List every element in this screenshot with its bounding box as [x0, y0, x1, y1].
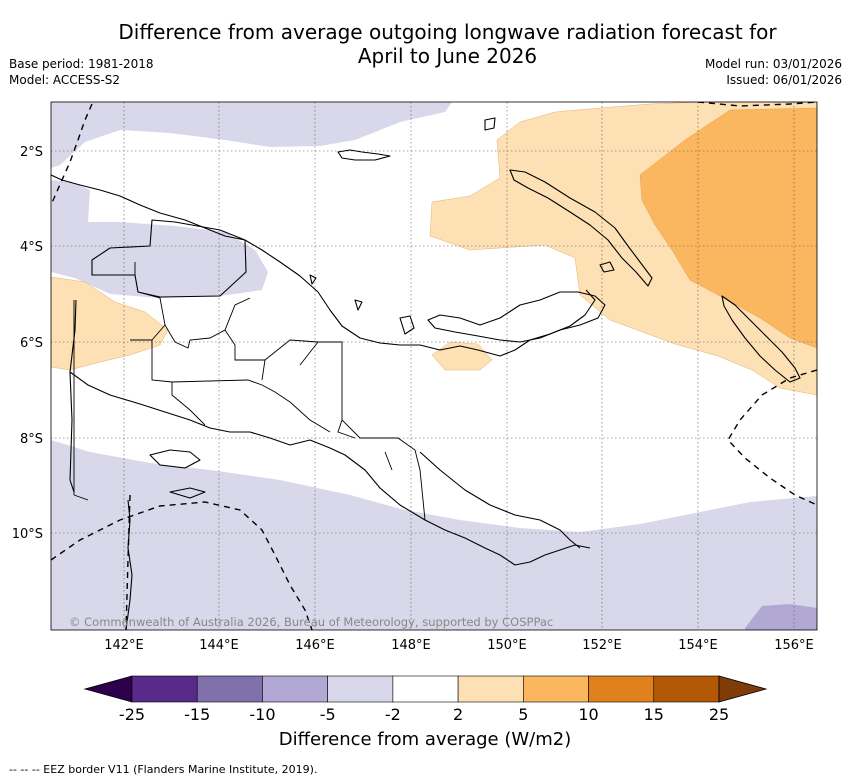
colorbar-tick-label: -15 [184, 705, 210, 724]
bougainville [721, 295, 801, 383]
lat-label: 2°S [20, 145, 43, 160]
map-title: Difference from average outgoing longwav… [0, 20, 850, 68]
colorbar-segment [392, 675, 459, 703]
new-hanover [484, 117, 496, 131]
meta-right: Model run: 03/01/2026 Issued: 06/01/2026 [705, 56, 842, 88]
title-line-1: Difference from average outgoing longwav… [118, 20, 777, 44]
colorbar-segment [327, 675, 394, 703]
lon-label: 152°E [582, 638, 622, 653]
colorbar-tick-label: 2 [453, 705, 463, 724]
map-area: © Commonwealth of Australia 2026, Bureau… [51, 102, 817, 630]
darker-purple-corner [745, 604, 817, 630]
lon-label: 148°E [391, 638, 431, 653]
purple-region-west [51, 180, 268, 298]
map-frame [50, 101, 818, 631]
lat-label: 6°S [20, 336, 43, 351]
colorbar-segment [457, 675, 524, 703]
new-britain [427, 291, 606, 343]
model-run: Model run: 03/01/2026 [704, 57, 842, 71]
colorbar-segment [588, 675, 655, 703]
lat-label: 4°S [20, 240, 43, 255]
colorbar-tick-label: 10 [578, 705, 598, 724]
torres-strait-islands [149, 449, 206, 499]
provincial-borders [73, 260, 426, 521]
new-ireland [509, 169, 653, 287]
islands-small [309, 261, 615, 335]
negative-anomaly-regions [51, 102, 817, 630]
new-guinea-south-coast [69, 299, 591, 566]
colorbar-tick-label: 5 [518, 705, 528, 724]
lon-label: 142°E [104, 638, 144, 653]
copyright-notice: © Commonwealth of Australia 2026, Bureau… [69, 615, 553, 629]
purple-region-north [51, 102, 452, 168]
purple-region-south [51, 440, 817, 630]
colorbar-tick-label: 15 [644, 705, 664, 724]
new-guinea-north-coast [51, 174, 596, 357]
model-name: Model: ACCESS-S2 [9, 73, 121, 87]
lat-label: 10°S [12, 527, 43, 542]
lon-label: 150°E [487, 638, 527, 653]
colorbar-tick-label: -25 [119, 705, 145, 724]
colorbar-tick-label: -10 [249, 705, 275, 724]
lon-label: 146°E [295, 638, 335, 653]
colorbar-tick-label: 25 [709, 705, 729, 724]
colorbar-tick-label: -2 [385, 705, 401, 724]
indonesia-png-border [73, 300, 89, 501]
western-island-chain [91, 219, 247, 298]
colorbar-label: Difference from average (W/m2) [278, 729, 572, 750]
colorbar: -25 -15 -10 -5 -2 2 5 10 15 25 [83, 675, 768, 724]
colorbar-tick-label: -5 [320, 705, 336, 724]
colorbar-over-arrow [718, 675, 768, 703]
orange-region-east [639, 107, 817, 349]
lat-label: 8°S [20, 432, 43, 447]
eez-legend: -- -- -- EEZ border V11 (Flanders Marine… [9, 763, 318, 776]
latitude-labels: 2°S 4°S 6°S 8°S 10°S [12, 145, 43, 542]
title-line-2: April to June 2026 [357, 44, 538, 68]
meta-left: Base period: 1981-2018 Model: ACCESS-S2 [9, 56, 154, 88]
manus-island [337, 149, 391, 161]
base-period: Base period: 1981-2018 [9, 57, 154, 71]
lon-label: 144°E [199, 638, 239, 653]
lon-label: 154°E [678, 638, 718, 653]
colorbar-under-arrow [83, 675, 133, 703]
longitude-labels: 142°E 144°E 146°E 148°E 150°E 152°E 154°E 156°E [104, 638, 814, 653]
eez-borders [51, 102, 817, 630]
colorbar-segment [262, 675, 328, 703]
colorbar-segment [196, 675, 263, 703]
positive-anomaly-regions [51, 102, 817, 396]
southeast-peninsula [419, 451, 581, 549]
coastlines [51, 117, 801, 630]
issued-date: Issued: 06/01/2026 [726, 73, 842, 87]
light-orange-region-west [51, 276, 169, 371]
lon-label: 156°E [774, 638, 814, 653]
colorbar-segment [523, 675, 589, 703]
colorbar-segment [653, 675, 720, 703]
colorbar-segment [131, 675, 198, 703]
